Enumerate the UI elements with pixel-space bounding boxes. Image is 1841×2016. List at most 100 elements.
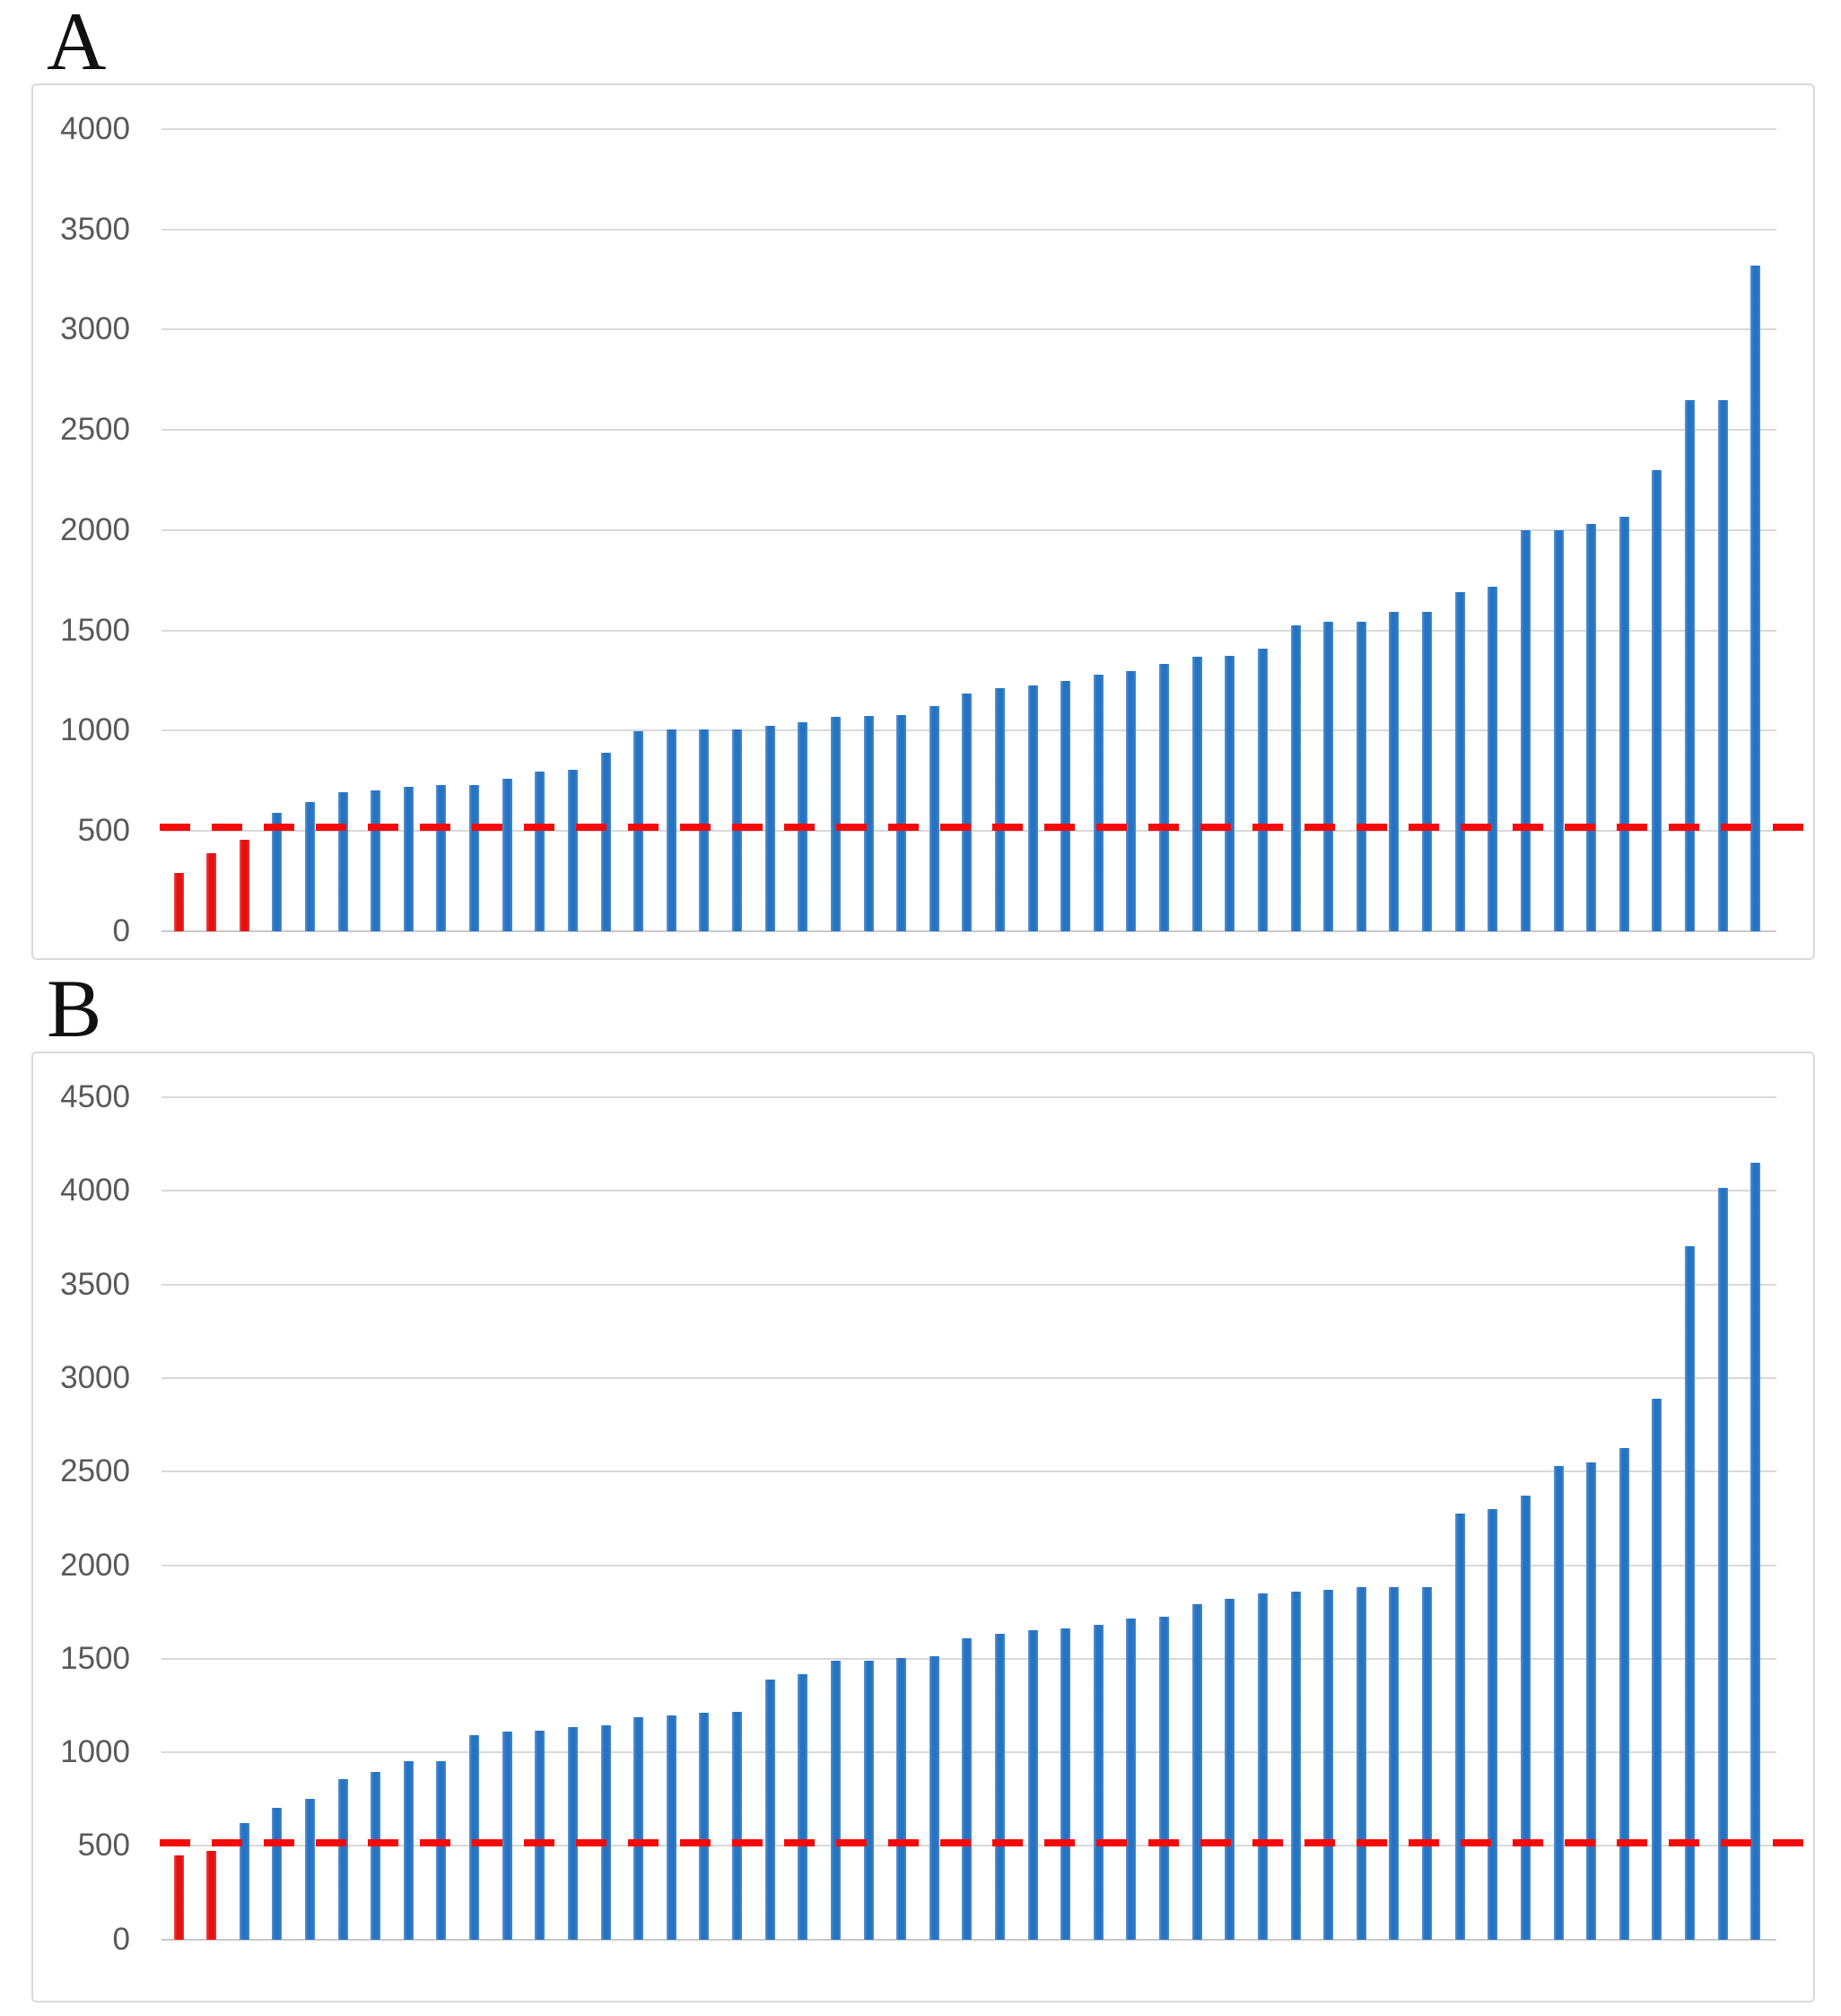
bar-above-threshold	[601, 1725, 611, 1940]
bar-above-threshold	[667, 1715, 676, 1940]
bar-above-threshold	[535, 1731, 545, 1940]
bar-above-threshold	[699, 1713, 709, 1940]
bar-above-threshold	[1685, 400, 1695, 931]
y-axis-tick-label: 2000	[60, 1547, 130, 1583]
bar-above-threshold	[1455, 592, 1465, 931]
bar-above-threshold	[1750, 1163, 1760, 1940]
bar-above-threshold	[1488, 1509, 1497, 1940]
y-axis-tick-label: 2500	[60, 1453, 130, 1489]
bar-above-threshold	[568, 1727, 578, 1940]
bar-above-threshold	[1521, 1496, 1531, 1940]
y-axis-tick-label: 0	[112, 912, 130, 948]
chart-panel-b: 4500 4000 3500 3000 2500 2000 1500 1000 500 0	[31, 1052, 1815, 2003]
bar-above-threshold	[1389, 1587, 1399, 1940]
bar-above-threshold	[1488, 587, 1497, 931]
bar-above-threshold	[995, 688, 1005, 931]
bar-above-threshold	[1225, 1599, 1235, 1940]
bar-above-threshold	[1455, 1514, 1465, 1940]
bar-above-threshold	[1060, 681, 1070, 931]
bar-above-threshold	[1718, 400, 1728, 931]
bar-above-threshold	[1028, 685, 1038, 931]
bar-above-threshold	[1422, 612, 1432, 931]
y-gridline	[161, 1096, 1776, 1098]
bar-above-threshold	[1619, 1448, 1629, 1940]
bar-above-threshold	[864, 1661, 874, 1940]
y-axis-tick-label: 3000	[60, 1359, 130, 1395]
bar-above-threshold	[1554, 1466, 1564, 1940]
panel-a-title: A	[47, 0, 107, 87]
bar-above-threshold	[1389, 612, 1399, 931]
bar-above-threshold	[272, 813, 282, 931]
bar-above-threshold	[338, 792, 348, 931]
y-gridline	[161, 528, 1776, 531]
bar-above-threshold	[240, 1823, 249, 1940]
threshold-dashed-line	[160, 1839, 1807, 1846]
bar-above-threshold	[1060, 1628, 1070, 1940]
bar-above-threshold	[929, 706, 939, 931]
bar-above-threshold	[502, 779, 512, 931]
bar-above-threshold	[1126, 671, 1136, 931]
y-axis-tick-label: 4000	[60, 1173, 130, 1209]
y-axis-tick-label: 4500	[60, 1079, 130, 1114]
bar-above-threshold	[601, 753, 611, 931]
y-axis-tick-label: 2500	[60, 412, 130, 448]
panel-b-title: B	[47, 963, 102, 1054]
y-axis-tick-label: 1500	[60, 612, 130, 648]
y-axis-tick-label: 1500	[60, 1640, 130, 1676]
bar-above-threshold	[272, 1808, 282, 1940]
bar-above-threshold	[929, 1656, 939, 1940]
bar-above-threshold	[1357, 1587, 1366, 1940]
bar-above-threshold	[436, 785, 446, 931]
threshold-dashed-line	[160, 824, 1807, 831]
bar-above-threshold	[1225, 656, 1235, 931]
y-axis-tick-label: 2000	[60, 511, 130, 547]
bar-above-threshold	[1586, 1462, 1596, 1940]
bar-above-threshold	[1323, 622, 1333, 931]
bar-above-threshold	[1159, 664, 1169, 931]
bar-above-threshold	[1094, 1625, 1104, 1940]
bar-above-threshold	[1291, 1592, 1301, 1940]
bar-above-threshold	[1554, 530, 1564, 931]
bar-above-threshold	[1422, 1587, 1432, 1940]
bar-above-threshold	[469, 1735, 479, 1940]
y-gridline	[161, 328, 1776, 331]
bar-above-threshold	[404, 787, 414, 931]
bar-above-threshold	[962, 1638, 972, 1940]
bar-above-threshold	[831, 1661, 841, 1940]
bar-above-threshold	[896, 715, 906, 931]
bar-above-threshold	[896, 1658, 906, 1940]
bar-above-threshold	[1652, 470, 1662, 931]
bar-above-threshold	[502, 1732, 512, 1940]
y-axis-tick-label: 3500	[60, 1266, 130, 1302]
bar-above-threshold	[1685, 1246, 1695, 1940]
bar-above-threshold	[1192, 1604, 1202, 1940]
y-axis-tick-label: 1000	[60, 1734, 130, 1770]
bar-above-threshold	[798, 1674, 807, 1940]
y-gridline	[161, 128, 1776, 130]
bar-above-threshold	[1159, 1617, 1169, 1940]
bar-above-threshold	[633, 1717, 643, 1940]
bar-above-threshold	[371, 790, 380, 931]
y-axis-tick-label: 500	[77, 812, 130, 848]
bar-above-threshold	[568, 770, 578, 931]
y-gridline	[161, 1564, 1776, 1567]
bar-above-threshold	[1323, 1590, 1333, 1940]
y-axis-tick-label: 4000	[60, 111, 130, 146]
bar-below-threshold	[206, 1851, 216, 1940]
bar-above-threshold	[732, 1712, 742, 1940]
bar-below-threshold	[174, 873, 184, 931]
bar-above-threshold	[1258, 649, 1268, 931]
y-axis-tick-label: 1000	[60, 712, 130, 748]
bar-above-threshold	[1619, 517, 1629, 931]
bar-below-threshold	[206, 853, 216, 931]
y-axis-tick-label: 3500	[60, 211, 130, 247]
bar-above-threshold	[995, 1634, 1005, 1940]
bar-above-threshold	[469, 785, 479, 931]
y-gridline	[161, 1190, 1776, 1192]
bar-above-threshold	[371, 1772, 380, 1940]
bar-below-threshold	[174, 1855, 184, 1940]
bar-above-threshold	[633, 731, 643, 931]
bar-above-threshold	[1718, 1188, 1728, 1940]
bar-above-threshold	[1291, 625, 1301, 931]
bar-below-threshold	[240, 840, 249, 931]
